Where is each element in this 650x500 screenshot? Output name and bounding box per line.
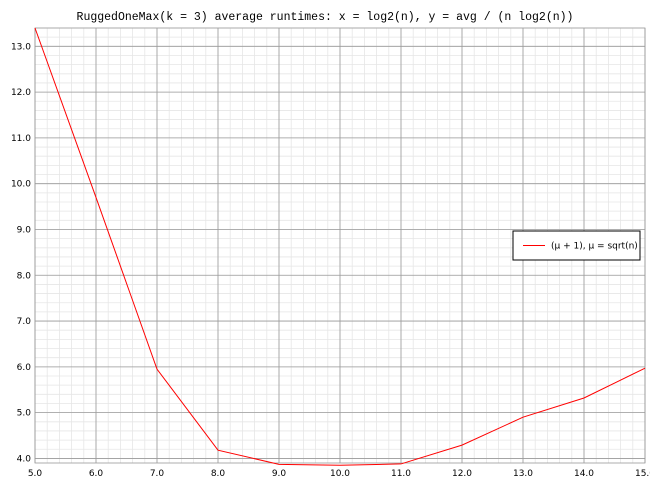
y-tick-label: 11.0 bbox=[11, 134, 31, 144]
chart-title: RuggedOneMax(k = 3) average runtimes: x … bbox=[76, 11, 574, 24]
series-line-0 bbox=[34, 27, 646, 466]
y-tick-label: 10.0 bbox=[11, 180, 31, 190]
y-tick-label: 4.0 bbox=[17, 454, 32, 464]
y-tick-label: 13.0 bbox=[11, 42, 31, 52]
legend-label: (μ + 1), μ = sqrt(n) bbox=[551, 242, 638, 252]
y-tick-label: 6.0 bbox=[17, 363, 32, 373]
y-tick-label: 7.0 bbox=[17, 317, 32, 327]
legend-box bbox=[512, 230, 641, 261]
x-tick-label: 10.0 bbox=[330, 469, 350, 479]
x-tick-label: 12.0 bbox=[452, 469, 472, 479]
x-tick-label: 15.0 bbox=[635, 469, 650, 479]
y-tick-label: 12.0 bbox=[11, 88, 31, 98]
plot-frame bbox=[34, 27, 646, 464]
y-tick-label: 8.0 bbox=[17, 271, 32, 281]
x-tick-label: 9.0 bbox=[272, 469, 287, 479]
x-tick-label: 6.0 bbox=[89, 469, 104, 479]
major-grid bbox=[34, 27, 646, 464]
y-tick-label: 5.0 bbox=[17, 409, 32, 419]
y-tick-label: 9.0 bbox=[17, 225, 32, 235]
x-tick-label: 7.0 bbox=[150, 469, 165, 479]
tick-labels: 5.0 6.0 7.0 8.0 9.0 10.0 11.0 12.0 13.0 14.0 15.0 4… bbox=[11, 42, 650, 479]
x-tick-label: 11.0 bbox=[391, 469, 411, 479]
x-tick-label: 14.0 bbox=[574, 469, 594, 479]
legend: (μ + 1), μ = sqrt(n) bbox=[512, 230, 641, 261]
x-tick-label: 8.0 bbox=[211, 469, 226, 479]
series-layer bbox=[34, 27, 646, 466]
x-tick-label: 13.0 bbox=[513, 469, 533, 479]
x-tick-label: 5.0 bbox=[28, 469, 43, 479]
